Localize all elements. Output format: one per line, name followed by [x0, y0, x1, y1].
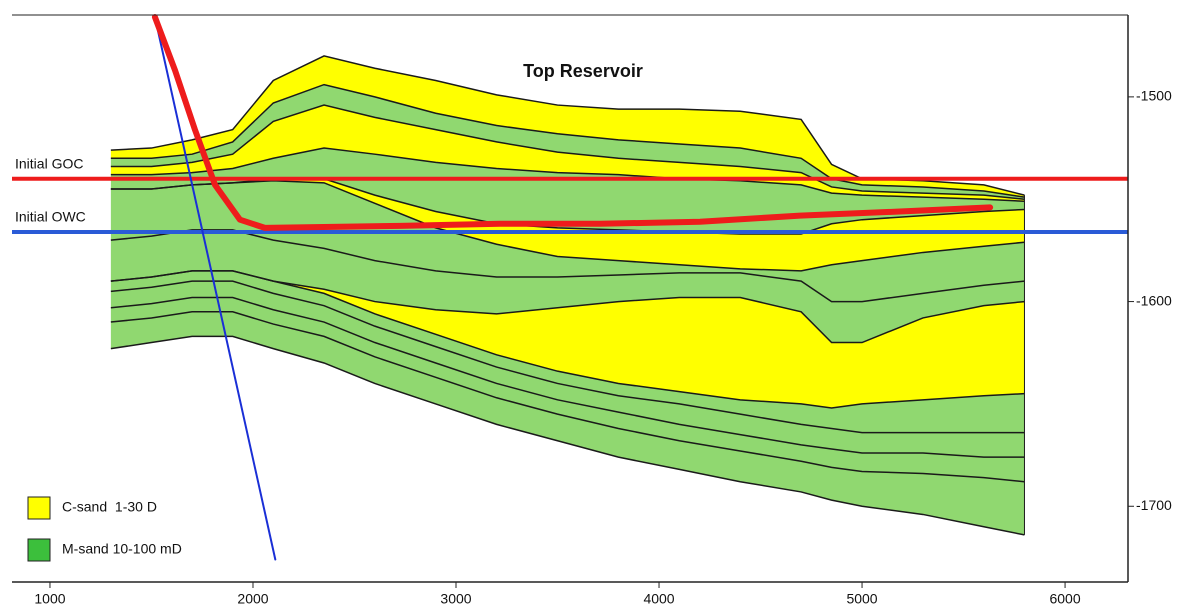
x-tick-label: 1000 — [34, 591, 65, 607]
chart-title: Top Reservoir — [523, 61, 643, 81]
y-tick-label: -1600 — [1136, 292, 1172, 308]
chart: Initial GOC Initial OWC 1000 2000 3000 4000 50… — [0, 0, 1193, 610]
contact-label: Initial GOC — [15, 155, 83, 171]
legend-swatch — [28, 497, 50, 519]
x-tick-label: 4000 — [643, 591, 674, 607]
legend-label: C-sand 1-30 D — [62, 499, 157, 515]
x-tick-label: 6000 — [1049, 591, 1080, 607]
x-tick-label: 5000 — [846, 591, 877, 607]
y-tick-label: -1700 — [1136, 497, 1172, 513]
x-tick-label: 3000 — [440, 591, 471, 607]
legend-swatch — [28, 539, 50, 561]
x-tick-label: 2000 — [237, 591, 268, 607]
legend-label: M-sand 10-100 mD — [62, 541, 182, 557]
y-tick-label: -1500 — [1136, 88, 1172, 104]
contact-label: Initial OWC — [15, 209, 86, 225]
